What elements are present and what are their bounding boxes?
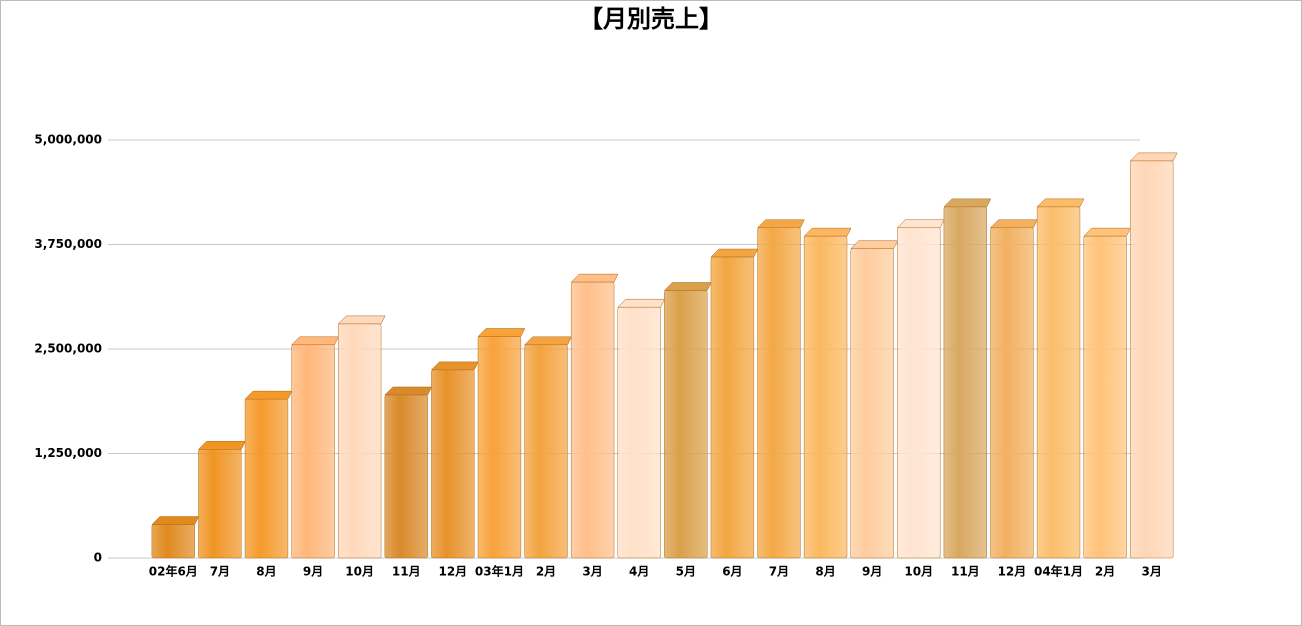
x-tick-label: 4月 — [629, 565, 649, 579]
x-tick-label: 3月 — [582, 565, 602, 579]
x-tick-label: 02年6月 — [149, 564, 198, 579]
bar — [1083, 235, 1127, 559]
x-tick-label: 2月 — [536, 565, 556, 579]
x-tick-label: 8月 — [256, 565, 276, 579]
x-tick-label: 5月 — [676, 565, 696, 579]
x-tick-label: 9月 — [862, 565, 882, 579]
bar-top — [291, 336, 339, 346]
bar-top — [570, 273, 619, 283]
x-tick-label: 3月 — [1142, 565, 1162, 579]
bar-top — [151, 516, 200, 525]
x-tick-label: 03年1月 — [475, 564, 524, 579]
bar — [897, 227, 941, 559]
bar-top — [337, 315, 386, 325]
bar — [337, 323, 382, 559]
bar — [244, 398, 289, 559]
y-tick-label: 0 — [94, 551, 102, 565]
x-tick-label: 11月 — [392, 565, 421, 579]
bar-top — [989, 219, 1038, 229]
bar — [1130, 160, 1174, 559]
bar — [291, 344, 335, 559]
bar-top — [1036, 198, 1085, 208]
bar — [198, 449, 242, 559]
y-tick-label: 2,500,000 — [34, 342, 102, 356]
y-tick-label: 5,000,000 — [34, 133, 102, 147]
bar — [710, 256, 755, 559]
y-tick-label: 3,750,000 — [34, 237, 102, 251]
x-tick-label: 10月 — [904, 565, 933, 579]
x-tick-label: 6月 — [722, 565, 742, 579]
bar-top — [803, 227, 852, 237]
bar-top — [850, 240, 898, 249]
bar — [757, 227, 801, 559]
x-tick-label: 7月 — [769, 565, 789, 579]
bar-top — [756, 219, 805, 229]
bar-top — [1083, 227, 1131, 237]
bar — [990, 227, 1034, 559]
chart-title: 【月別売上】 — [579, 5, 723, 33]
x-tick-label: 10月 — [345, 565, 374, 579]
bar — [664, 290, 708, 559]
bar — [803, 235, 848, 559]
bar-top — [244, 390, 293, 400]
bar-top — [710, 248, 759, 258]
bar-top — [477, 328, 526, 337]
x-tick-label: 12月 — [998, 565, 1027, 579]
bar-top — [896, 219, 945, 229]
bar — [943, 206, 988, 559]
bar — [524, 344, 568, 559]
x-tick-label: 2月 — [1095, 565, 1115, 579]
bar-top — [1129, 152, 1178, 162]
bar-top — [943, 198, 992, 208]
bar-top — [523, 336, 572, 346]
x-tick-label: 9月 — [303, 565, 323, 579]
bar-top — [384, 386, 433, 396]
x-tick-label: 7月 — [210, 565, 230, 579]
bar — [850, 248, 894, 559]
bar — [617, 306, 661, 559]
bar-top — [197, 441, 246, 450]
bar — [1036, 206, 1081, 559]
x-tick-label: 8月 — [815, 565, 835, 579]
bar — [151, 524, 195, 559]
bar — [431, 369, 475, 559]
bar — [570, 281, 615, 559]
bar — [384, 394, 428, 559]
bar-top — [663, 282, 712, 291]
x-tick-label: 12月 — [438, 565, 467, 579]
y-tick-label: 1,250,000 — [34, 446, 102, 460]
bar — [477, 336, 522, 559]
x-tick-label: 04年1月 — [1034, 564, 1083, 579]
x-tick-label: 11月 — [951, 565, 980, 579]
bar-top — [430, 361, 479, 371]
bar-top — [617, 298, 666, 308]
